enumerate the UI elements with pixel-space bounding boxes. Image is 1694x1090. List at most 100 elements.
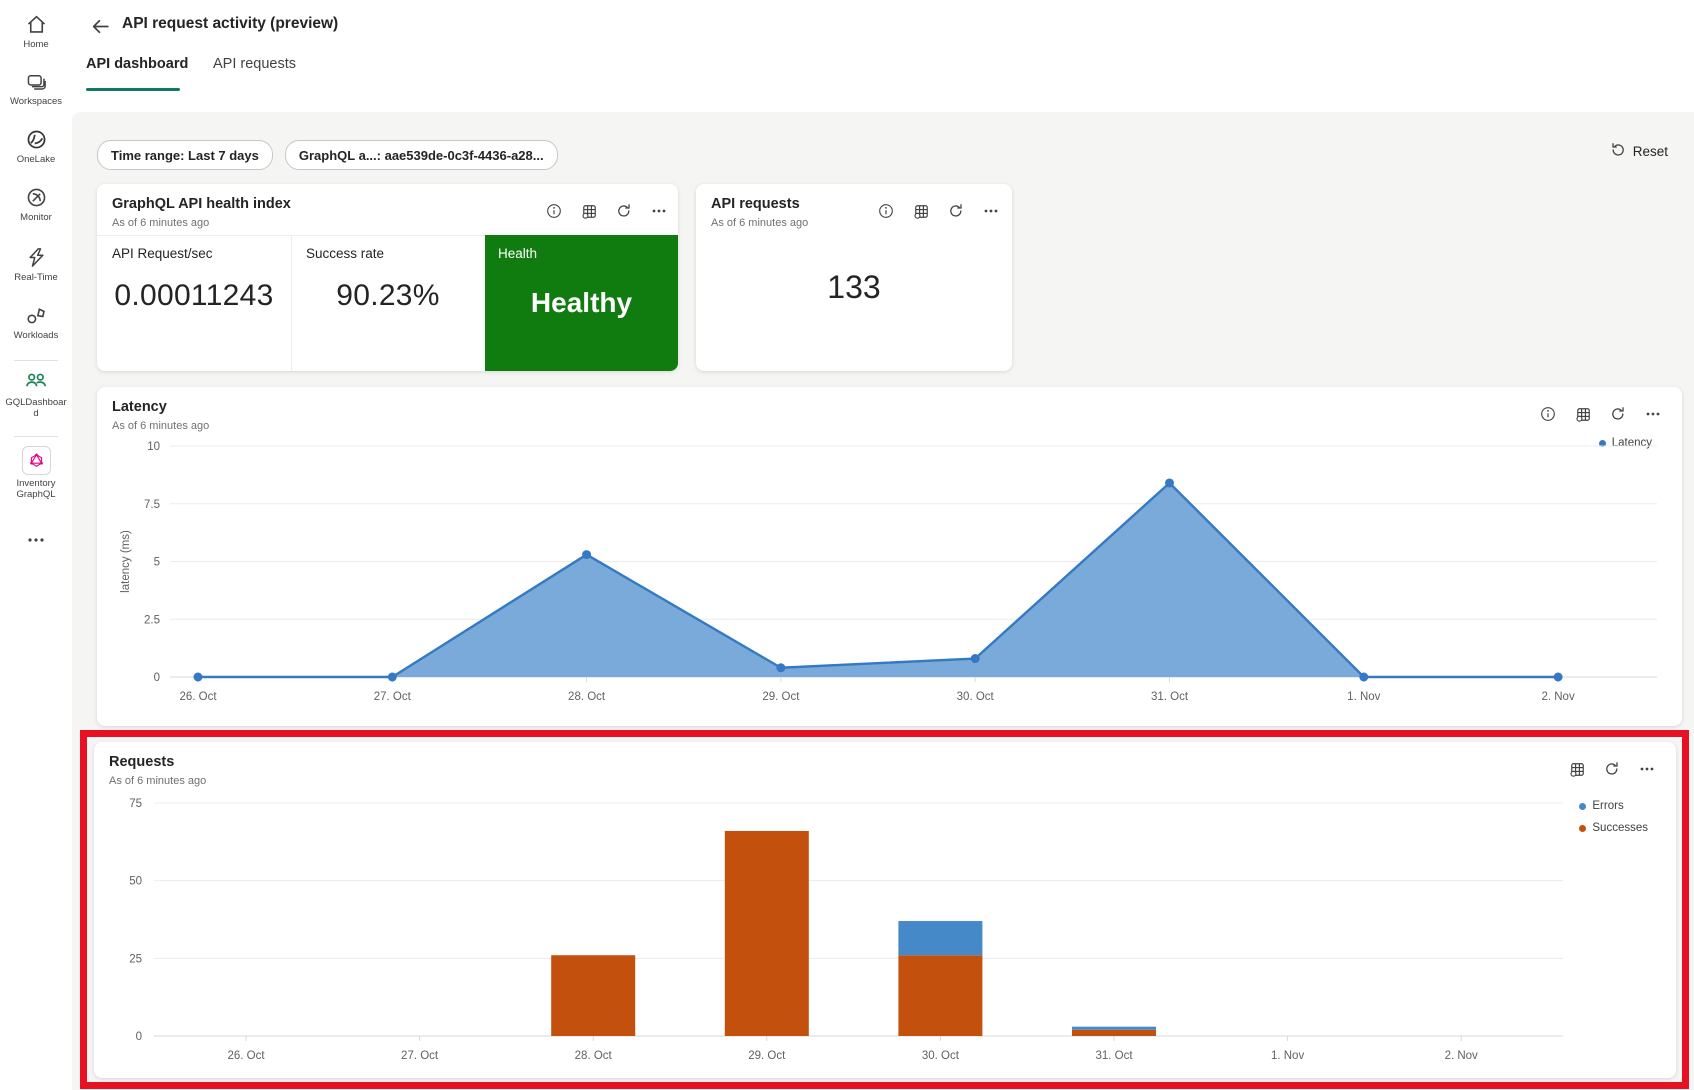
svg-text:26. Oct: 26. Oct	[179, 691, 217, 703]
sidebar-item-workloads[interactable]: Workloads	[0, 304, 72, 341]
svg-text:latency (ms): latency (ms)	[120, 530, 132, 593]
more-options-icon[interactable]	[650, 202, 668, 220]
svg-text:0: 0	[154, 672, 160, 684]
page-title: API request activity (preview)	[122, 15, 339, 32]
sidebar-item-label: OneLake	[16, 154, 56, 165]
lightning-icon	[25, 246, 48, 269]
svg-text:29. Oct: 29. Oct	[762, 691, 800, 703]
info-icon[interactable]	[1539, 405, 1557, 423]
svg-text:30. Oct: 30. Oct	[957, 691, 995, 703]
legend-label: Errors	[1592, 800, 1624, 812]
svg-text:1. Nov: 1. Nov	[1271, 1050, 1304, 1062]
monitor-icon	[25, 186, 48, 209]
back-button[interactable]	[86, 12, 114, 40]
sidebar-more-button[interactable]	[0, 535, 72, 545]
filter-bar: Time range: Last 7 days GraphQL a...: aa…	[97, 140, 558, 170]
info-icon[interactable]	[877, 202, 895, 220]
tab-api-requests[interactable]: API requests	[213, 56, 297, 72]
api-requests-card: API requests As of 6 minutes ago 133	[696, 184, 1012, 371]
svg-text:31. Oct: 31. Oct	[1095, 1050, 1133, 1062]
metric-value: 90.23%	[336, 279, 440, 312]
latency-card: Latency As of 6 minutes ago Latency 0 2.5…	[97, 387, 1682, 726]
home-icon	[25, 13, 48, 36]
sidebar-item-gqldashboard[interactable]: GQLDashboard	[0, 370, 72, 419]
card-title: Requests	[109, 754, 175, 770]
sidebar-item-workspaces[interactable]: Workspaces	[0, 70, 72, 107]
svg-text:25: 25	[129, 953, 142, 965]
onelake-icon	[25, 128, 48, 151]
card-subtitle: As of 6 minutes ago	[112, 420, 210, 432]
more-options-icon[interactable]	[982, 202, 1000, 220]
reset-icon	[1610, 142, 1626, 161]
svg-text:31. Oct: 31. Oct	[1151, 691, 1189, 703]
svg-text:2. Nov: 2. Nov	[1541, 691, 1574, 703]
metric-divider	[291, 235, 292, 371]
legend-label: Successes	[1592, 822, 1648, 834]
dashboard-content: Time range: Last 7 days GraphQL a...: aa…	[72, 112, 1694, 1090]
card-subtitle: As of 6 minutes ago	[711, 217, 809, 229]
refresh-icon[interactable]	[1609, 405, 1627, 423]
card-title: GraphQL API health index	[112, 196, 291, 212]
sidebar-divider	[14, 360, 58, 361]
sidebar-item-home[interactable]: Home	[0, 13, 72, 50]
sidebar-item-realtime[interactable]: Real-Time	[0, 246, 72, 283]
svg-text:2.5: 2.5	[144, 614, 160, 626]
svg-text:75: 75	[129, 798, 142, 810]
reset-button[interactable]: Reset	[1610, 142, 1668, 161]
filter-pill-time-range[interactable]: Time range: Last 7 days	[97, 140, 273, 170]
legend-dot	[1598, 439, 1606, 447]
active-tab-underline	[86, 88, 180, 91]
svg-text:26. Oct: 26. Oct	[227, 1050, 265, 1062]
filter-pill-graphql-api[interactable]: GraphQL a...: aae539de-0c3f-4436-a28...	[284, 140, 558, 170]
svg-text:28. Oct: 28. Oct	[568, 691, 606, 703]
sidebar-item-label: Monitor	[20, 212, 52, 223]
metric-label: API Request/sec	[112, 246, 213, 261]
refresh-icon[interactable]	[1603, 760, 1621, 778]
workloads-icon	[25, 304, 48, 327]
sidebar-item-monitor[interactable]: Monitor	[0, 186, 72, 223]
inventory-graphql-icon	[21, 446, 51, 475]
health-status-tile: Health Healthy	[485, 235, 678, 371]
legend-dot	[1579, 824, 1587, 832]
health-index-card: GraphQL API health index As of 6 minutes…	[97, 184, 678, 371]
svg-text:30. Oct: 30. Oct	[922, 1050, 960, 1062]
sidebar-item-label: Workspaces	[9, 96, 63, 107]
requests-bar-chart: 0 25 50 75 26. Oct 27. Oct 28. Oct 29. Oct 30. O…	[129, 798, 1563, 1062]
refresh-icon[interactable]	[947, 202, 965, 220]
info-icon[interactable]	[545, 202, 563, 220]
card-subtitle: As of 6 minutes ago	[109, 775, 207, 787]
health-label: Health	[498, 246, 538, 261]
svg-text:10: 10	[147, 441, 160, 453]
reset-label: Reset	[1632, 144, 1668, 159]
legend-item-successes[interactable]: Successes	[1579, 822, 1648, 834]
svg-text:1. Nov: 1. Nov	[1347, 691, 1380, 703]
sidebar-divider	[14, 436, 58, 437]
api-requests-count: 133	[827, 269, 881, 305]
legend-item-errors[interactable]: Errors	[1579, 800, 1648, 812]
health-status-value: Healthy	[530, 287, 633, 318]
more-options-icon[interactable]	[1638, 760, 1656, 778]
sidebar-item-label: Inventory GraphQL	[16, 478, 56, 500]
show-as-table-icon[interactable]	[912, 202, 930, 220]
svg-text:5: 5	[154, 557, 160, 569]
svg-text:50: 50	[129, 876, 142, 888]
metric-value: 0.00011243	[114, 279, 274, 312]
more-icon	[25, 535, 47, 545]
sidebar-item-label: GQLDashboard	[5, 397, 67, 419]
show-as-table-icon[interactable]	[1568, 760, 1586, 778]
app-sidebar: Home Workspaces OneLake Monitor Real-Tim…	[0, 0, 72, 1090]
requests-legend: Errors Successes	[1579, 800, 1648, 834]
more-options-icon[interactable]	[1644, 405, 1662, 423]
sidebar-item-onelake[interactable]: OneLake	[0, 128, 72, 165]
card-title: API requests	[711, 196, 800, 212]
show-as-table-icon[interactable]	[1574, 405, 1592, 423]
svg-text:27. Oct: 27. Oct	[374, 691, 412, 703]
legend-dot	[1579, 802, 1587, 810]
requests-card: Requests As of 6 minutes ago Errors Succ…	[94, 742, 1676, 1078]
card-title: Latency	[112, 399, 167, 415]
refresh-icon[interactable]	[615, 202, 633, 220]
sidebar-item-inventory-graphql[interactable]: Inventory GraphQL	[0, 446, 72, 500]
show-as-table-icon[interactable]	[580, 202, 598, 220]
svg-text:7.5: 7.5	[144, 499, 160, 511]
tab-api-dashboard[interactable]: API dashboard	[86, 56, 189, 72]
